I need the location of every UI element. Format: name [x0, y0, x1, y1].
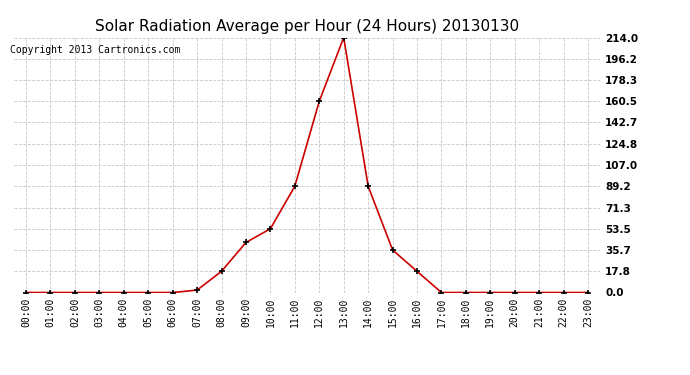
Text: Copyright 2013 Cartronics.com: Copyright 2013 Cartronics.com	[10, 45, 181, 55]
Title: Solar Radiation Average per Hour (24 Hours) 20130130: Solar Radiation Average per Hour (24 Hou…	[95, 18, 519, 33]
